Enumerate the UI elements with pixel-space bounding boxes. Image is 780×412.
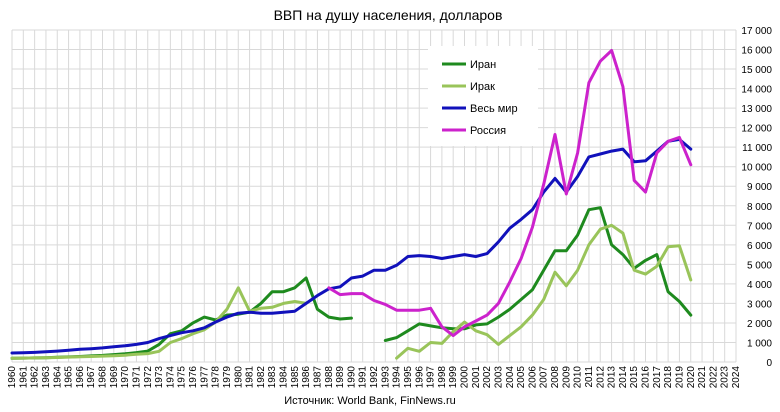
x-tick-label: 1962 bbox=[30, 366, 41, 389]
y-tick-label: 17 000 bbox=[741, 26, 772, 37]
x-tick-label: 2001 bbox=[471, 366, 482, 389]
y-tick-label: 16 000 bbox=[741, 46, 772, 57]
x-tick-label: 1985 bbox=[290, 366, 301, 389]
x-tick-label: 1996 bbox=[414, 366, 425, 389]
y-tick-label: 10 000 bbox=[741, 163, 772, 174]
x-tick-label: 2021 bbox=[697, 366, 708, 389]
x-tick-label: 2002 bbox=[482, 366, 493, 389]
legend-label: Россия bbox=[470, 125, 506, 137]
y-tick-label: 1 000 bbox=[747, 338, 772, 349]
x-tick-label: 1976 bbox=[188, 366, 199, 389]
x-tick-label: 1963 bbox=[41, 366, 52, 389]
y-tick-label: 7 000 bbox=[747, 221, 772, 232]
series-line bbox=[327, 49, 693, 338]
x-tick-label: 1981 bbox=[245, 366, 256, 389]
x-tick-label: 1990 bbox=[346, 366, 357, 389]
x-tick-label: 2000 bbox=[460, 366, 471, 389]
y-axis-ticks: 0 1 000 2 000 3 000 4 000 5 000 6 000 7 000 8 00… bbox=[741, 26, 772, 369]
x-tick-label: 2017 bbox=[652, 366, 663, 389]
x-tick-label: 1987 bbox=[312, 366, 323, 389]
y-tick-label: 0 bbox=[766, 358, 772, 369]
x-tick-label: 2015 bbox=[629, 366, 640, 389]
x-tick-label: 1964 bbox=[52, 366, 63, 389]
x-tick-label: 1999 bbox=[448, 366, 459, 389]
x-tick-label: 1977 bbox=[199, 366, 210, 389]
chart-source: Источник: World Bank, FinNews.ru bbox=[284, 395, 455, 407]
x-tick-label: 1971 bbox=[131, 366, 142, 389]
x-tick-label: 1979 bbox=[222, 366, 233, 389]
x-tick-label: 1969 bbox=[109, 366, 120, 389]
x-tick-label: 1984 bbox=[279, 366, 290, 389]
x-tick-label: 1966 bbox=[75, 366, 86, 389]
x-axis-ticks: 1960 1961 1962 1963 1964 1965 1966 1967 1968 1969… bbox=[7, 366, 742, 389]
x-tick-label: 2018 bbox=[663, 366, 674, 389]
x-tick-label: 1986 bbox=[301, 366, 312, 389]
x-tick-label: 1991 bbox=[358, 366, 369, 389]
x-tick-label: 2004 bbox=[505, 366, 516, 389]
x-tick-label: 2012 bbox=[595, 366, 606, 389]
x-tick-label: 1982 bbox=[256, 366, 267, 389]
series-line bbox=[10, 223, 693, 360]
x-tick-label: 1975 bbox=[177, 366, 188, 389]
x-tick-label: 1972 bbox=[143, 366, 154, 389]
x-tick-label: 2010 bbox=[573, 366, 584, 389]
x-tick-label: 2016 bbox=[641, 366, 652, 389]
y-tick-label: 6 000 bbox=[747, 241, 772, 252]
x-tick-label: 1992 bbox=[369, 366, 380, 389]
legend-label: Ирак bbox=[470, 81, 495, 93]
x-tick-label: 1980 bbox=[233, 366, 244, 389]
x-tick-label: 1967 bbox=[86, 366, 97, 389]
x-tick-label: 1974 bbox=[165, 366, 176, 389]
x-tick-label: 2008 bbox=[550, 366, 561, 389]
y-tick-label: 15 000 bbox=[741, 65, 772, 76]
y-tick-label: 14 000 bbox=[741, 85, 772, 96]
x-tick-label: 2024 bbox=[731, 366, 742, 389]
x-tick-label: 2020 bbox=[686, 366, 697, 389]
x-tick-label: 2007 bbox=[539, 366, 550, 389]
y-tick-label: 5 000 bbox=[747, 260, 772, 271]
x-tick-label: 2013 bbox=[607, 366, 618, 389]
y-tick-label: 12 000 bbox=[741, 124, 772, 135]
series-line bbox=[10, 137, 693, 355]
x-tick-label: 2003 bbox=[493, 366, 504, 389]
x-tick-label: 1993 bbox=[380, 366, 391, 389]
y-tick-label: 9 000 bbox=[747, 182, 772, 193]
x-tick-label: 1988 bbox=[324, 366, 335, 389]
x-tick-label: 2022 bbox=[708, 366, 719, 389]
x-tick-label: 2006 bbox=[527, 366, 538, 389]
x-tick-label: 1961 bbox=[18, 366, 29, 389]
x-tick-label: 2011 bbox=[584, 366, 595, 388]
x-tick-label: 1998 bbox=[437, 366, 448, 389]
x-tick-label: 1989 bbox=[335, 366, 346, 389]
legend-label: Весь мир bbox=[470, 103, 518, 115]
y-tick-label: 11 000 bbox=[742, 143, 772, 154]
series-lines bbox=[10, 49, 693, 360]
grid bbox=[11, 29, 737, 363]
y-tick-label: 13 000 bbox=[741, 104, 772, 115]
x-tick-label: 1994 bbox=[392, 366, 403, 389]
y-tick-label: 4 000 bbox=[747, 280, 772, 291]
x-tick-label: 1965 bbox=[64, 366, 75, 389]
x-tick-label: 1968 bbox=[98, 366, 109, 389]
x-tick-label: 2014 bbox=[618, 366, 629, 389]
x-tick-label: 1995 bbox=[403, 366, 414, 389]
y-tick-label: 8 000 bbox=[747, 202, 772, 213]
x-tick-label: 2023 bbox=[720, 366, 731, 389]
x-tick-label: 1997 bbox=[426, 366, 437, 389]
x-tick-label: 1960 bbox=[7, 366, 18, 389]
x-tick-label: 1973 bbox=[154, 366, 165, 389]
legend: Иран Ирак Весь мир Россия bbox=[428, 46, 538, 146]
legend-label: Иран bbox=[470, 59, 496, 71]
x-tick-label: 1978 bbox=[211, 366, 222, 389]
y-tick-label: 3 000 bbox=[747, 299, 772, 310]
x-tick-label: 1970 bbox=[120, 366, 131, 389]
chart-title: ВВП на душу населения, долларов bbox=[274, 7, 503, 23]
y-tick-label: 2 000 bbox=[747, 319, 772, 330]
x-tick-label: 2009 bbox=[561, 366, 572, 389]
x-tick-label: 2019 bbox=[674, 366, 685, 389]
x-tick-label: 1983 bbox=[267, 366, 278, 389]
x-tick-label: 2005 bbox=[516, 366, 527, 389]
